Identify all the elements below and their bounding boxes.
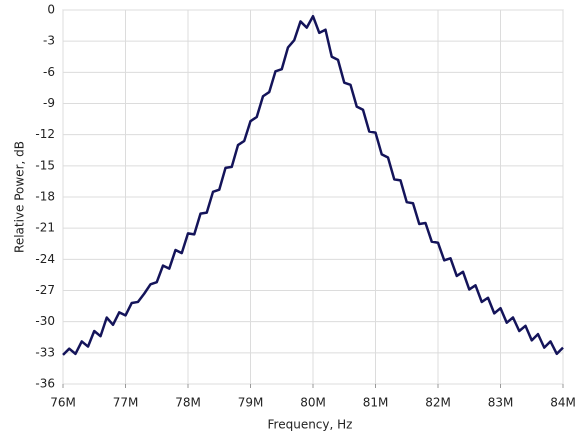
x-tick-label: 78M bbox=[175, 396, 201, 410]
y-tick-label: -18 bbox=[35, 190, 55, 204]
x-axis-label: Frequency, Hz bbox=[268, 418, 353, 432]
spectrum-line bbox=[62, 14, 564, 356]
y-tick-label: -6 bbox=[43, 65, 55, 79]
x-tick-label: 80M bbox=[300, 396, 326, 410]
y-tick-label: -33 bbox=[35, 345, 55, 359]
x-tick-label: 79M bbox=[238, 396, 264, 410]
y-tick-label: -36 bbox=[35, 377, 55, 391]
x-tick-label: 77M bbox=[113, 396, 139, 410]
y-axis-label: Relative Power, dB bbox=[13, 141, 27, 253]
y-tick-label: -24 bbox=[35, 252, 55, 266]
x-tick-label: 76M bbox=[50, 396, 76, 410]
y-tick-label: -9 bbox=[43, 96, 55, 110]
y-tick-label: -30 bbox=[35, 314, 55, 328]
x-tick-label: 81M bbox=[363, 396, 389, 410]
x-tick-label: 84M bbox=[550, 396, 576, 410]
x-tick-label: 82M bbox=[425, 396, 451, 410]
y-tick-label: -27 bbox=[35, 283, 55, 297]
y-tick-label: 0 bbox=[47, 3, 55, 17]
y-tick-label: -21 bbox=[35, 221, 55, 235]
y-tick-label: -15 bbox=[35, 158, 55, 172]
x-tick-label: 83M bbox=[488, 396, 514, 410]
y-tick-label: -12 bbox=[35, 127, 55, 141]
y-tick-label: -3 bbox=[43, 34, 55, 48]
